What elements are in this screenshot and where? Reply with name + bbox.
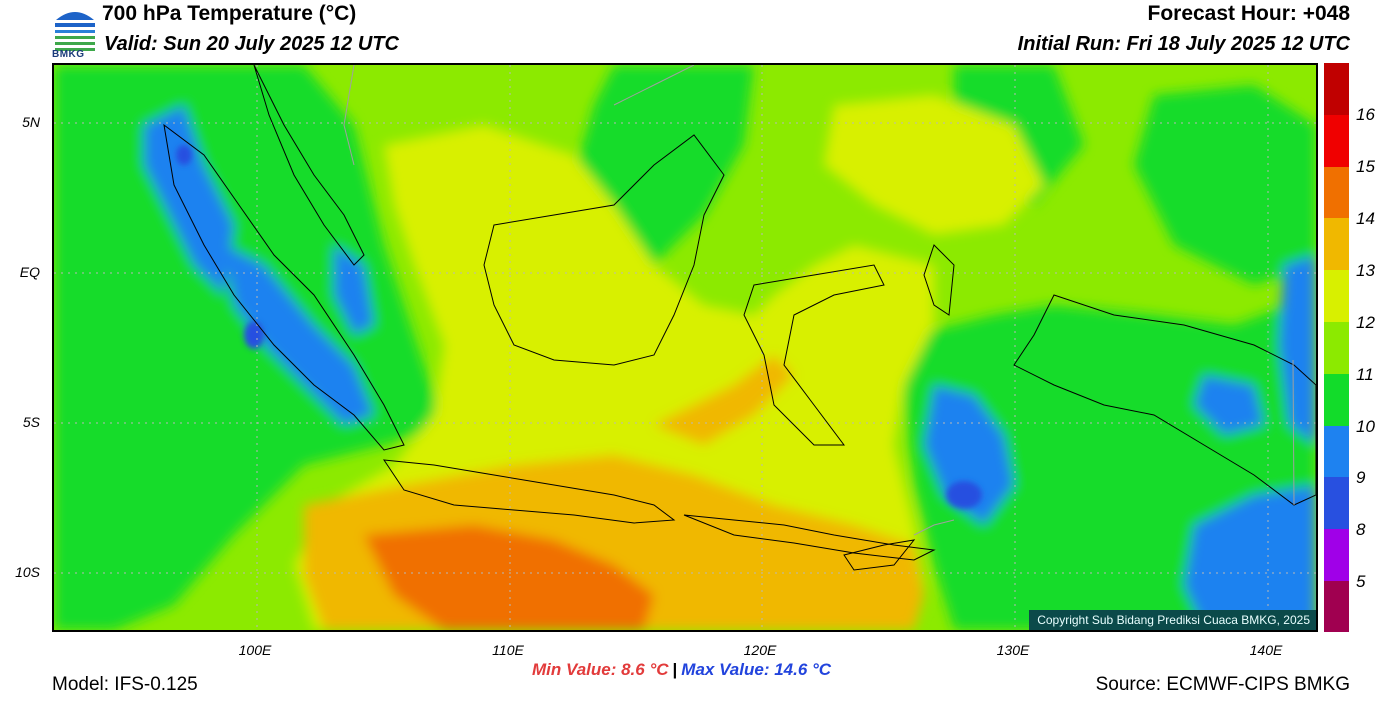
colorbar-segment <box>1324 581 1349 632</box>
colorbar-segment <box>1324 322 1349 374</box>
copyright-note: Copyright Sub Bidang Prediksi Cuaca BMKG… <box>1029 610 1316 630</box>
colorbar-segment <box>1324 270 1349 322</box>
colorbar-segment <box>1324 477 1349 529</box>
lat-label: 5N <box>22 114 40 130</box>
lon-label: 110E <box>492 642 524 658</box>
separator: | <box>672 660 678 679</box>
colorbar-segment <box>1324 167 1349 218</box>
lat-label: 10S <box>15 564 40 580</box>
colorbar-label: 12 <box>1356 313 1375 332</box>
initial-run: Initial Run: Fri 18 July 2025 12 UTC <box>1017 33 1350 55</box>
chart-title: 700 hPa Temperature (°C) <box>102 2 357 25</box>
colorbar-segment <box>1324 529 1349 581</box>
lon-label: 100E <box>238 642 272 658</box>
colorbar-label: 15 <box>1356 157 1375 176</box>
colorbar-segment <box>1324 63 1349 115</box>
colorbar-label: 13 <box>1356 261 1375 280</box>
colorbar-segment <box>1324 374 1349 426</box>
lat-label: EQ <box>19 264 40 280</box>
lon-label: 130E <box>996 642 1030 658</box>
bmkg-logo-icon <box>53 12 97 51</box>
max-value: Max Value: 14.6 °C <box>681 660 832 679</box>
min-max-values: Min Value: 8.6 °C | Max Value: 14.6 °C <box>532 660 831 680</box>
valid-time: Valid: Sun 20 July 2025 12 UTC <box>104 33 399 55</box>
colorbar-label: 10 <box>1356 417 1375 436</box>
lon-label: 120E <box>743 642 777 658</box>
colorbar-label: 5 <box>1356 572 1366 591</box>
lat-label: 5S <box>22 414 40 430</box>
min-value: Min Value: 8.6 °C <box>532 660 669 679</box>
logo-text: BMKG <box>52 49 85 60</box>
source-label: Source: ECMWF-CIPS BMKG <box>1095 674 1350 695</box>
colorbar-label: 14 <box>1356 209 1375 228</box>
colorbar-label: 9 <box>1356 468 1366 487</box>
colorbar-segment <box>1324 218 1349 270</box>
model-label: Model: IFS-0.125 <box>52 674 198 695</box>
temperature-map: Copyright Sub Bidang Prediksi Cuaca BMKG… <box>52 63 1318 632</box>
temperature-field <box>54 65 1316 630</box>
colorbar-label: 11 <box>1356 365 1374 384</box>
colorbar-label: 16 <box>1356 105 1375 124</box>
lon-label: 140E <box>1249 642 1283 658</box>
colorbar-label: 8 <box>1356 520 1366 539</box>
colorbar-segment <box>1324 115 1349 167</box>
colorbar-segment <box>1324 426 1349 477</box>
forecast-hour: Forecast Hour: +048 <box>1147 2 1351 25</box>
coastlines <box>163 65 1316 571</box>
colorbar <box>1324 63 1349 632</box>
